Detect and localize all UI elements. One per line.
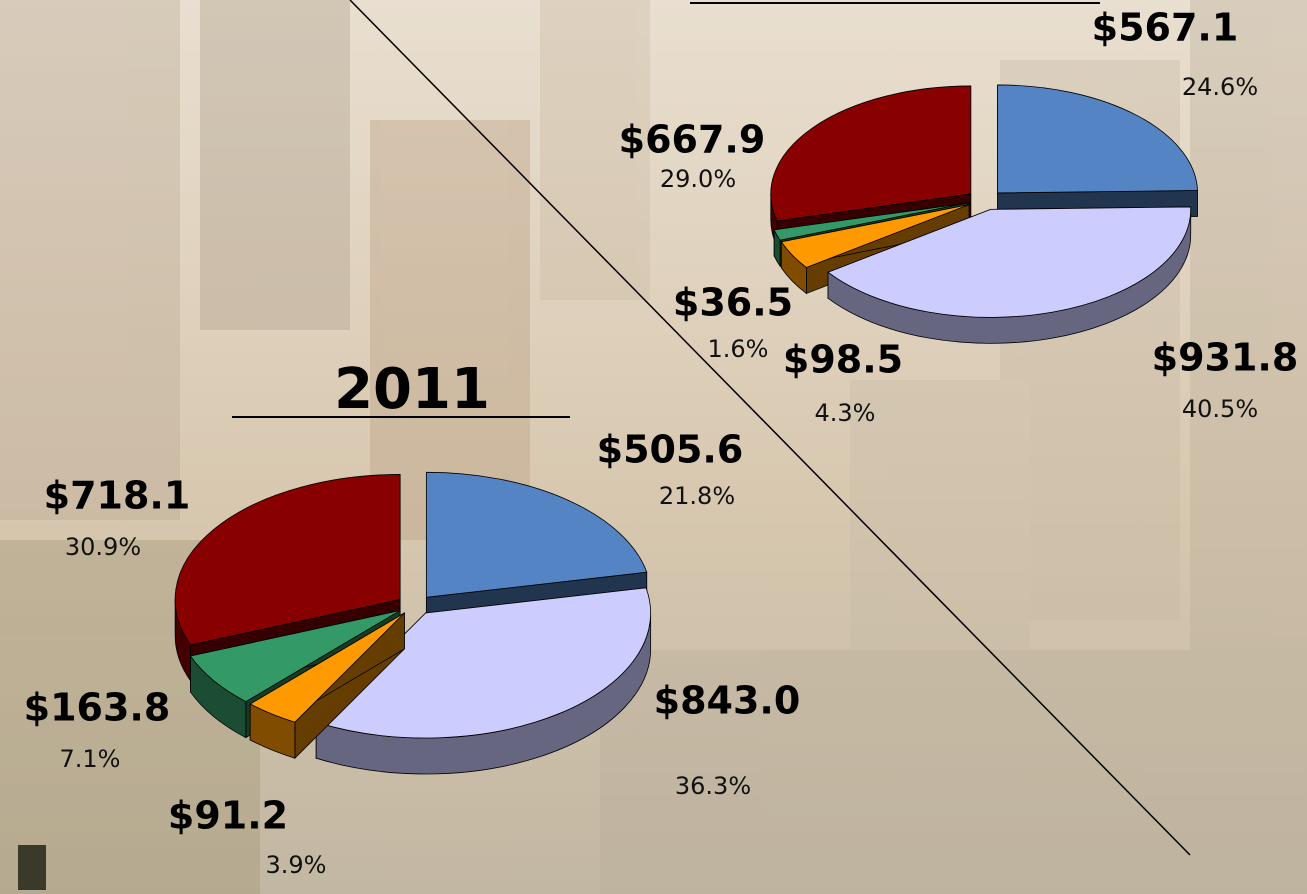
value-label: $843.0: [654, 679, 801, 723]
chart-title: 2011: [334, 357, 490, 422]
percent-label: 29.0%: [660, 165, 736, 193]
divider-line: [349, 0, 1191, 856]
percent-label: 7.1%: [60, 745, 121, 773]
logo-thumbnail: [18, 845, 46, 890]
percent-label: 30.9%: [65, 533, 141, 561]
slice-top: [780, 204, 970, 268]
slice-top: [174, 474, 401, 646]
slice-top: [249, 612, 405, 723]
percent-label: 1.6%: [708, 335, 769, 363]
slice-top: [315, 587, 652, 739]
slice-top: [770, 85, 972, 222]
percent-label: 21.8%: [659, 482, 735, 510]
value-label: $667.9: [619, 118, 766, 162]
value-label: $91.2: [168, 794, 288, 838]
value-label: $718.1: [44, 474, 191, 518]
value-label: $36.5: [673, 281, 793, 325]
slice-top: [997, 84, 1198, 194]
slice: [827, 206, 1192, 344]
value-label: $505.6: [597, 428, 744, 472]
value-label: $163.8: [24, 686, 171, 730]
value-label: $567.1: [1092, 6, 1239, 50]
value-label: $98.5: [783, 338, 903, 382]
percent-label: 24.6%: [1182, 73, 1258, 101]
slice-top: [827, 206, 1192, 318]
percent-label: 4.3%: [815, 399, 876, 427]
percent-label: 36.3%: [675, 772, 751, 800]
percent-label: 40.5%: [1182, 395, 1258, 423]
percent-label: 3.9%: [266, 851, 327, 879]
value-label: $931.8: [1152, 336, 1299, 380]
slice-top: [189, 610, 401, 703]
slice-top: [425, 471, 648, 598]
slice-top: [773, 202, 968, 241]
slice: [249, 612, 405, 760]
